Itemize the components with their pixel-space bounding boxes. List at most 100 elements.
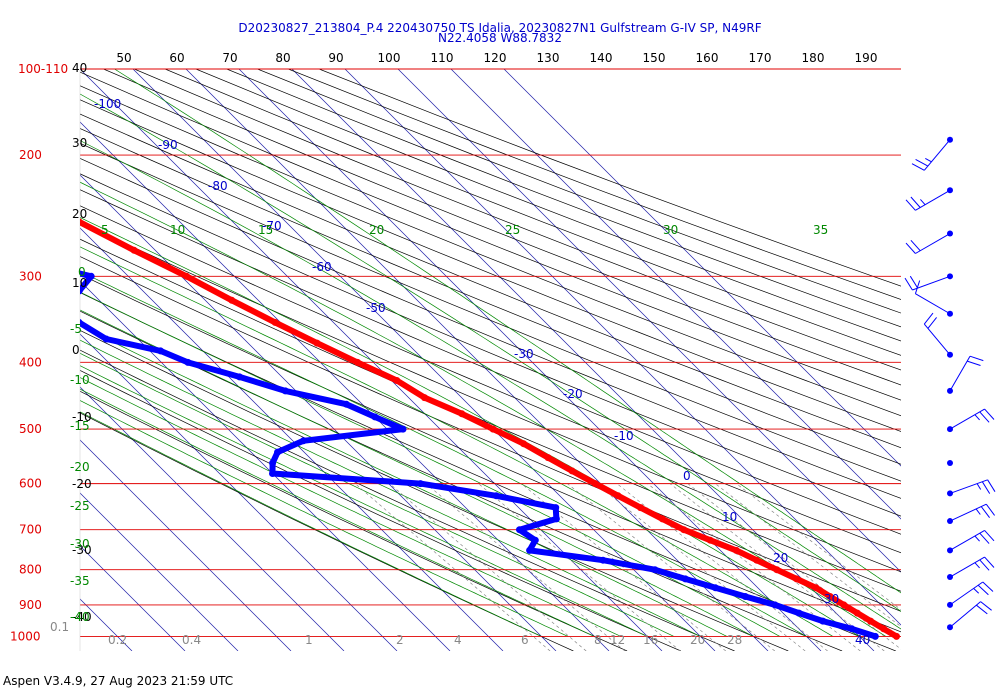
wind-barb-staff bbox=[915, 293, 951, 315]
moist-adiabat-label: -10 bbox=[70, 373, 90, 387]
moist-adiabat-label: -35 bbox=[70, 574, 90, 588]
top-axis-label: 80 bbox=[275, 51, 290, 65]
wind-barb-flag bbox=[920, 199, 926, 206]
top-axis-label: 170 bbox=[749, 51, 772, 65]
mixing-ratio-line bbox=[595, 483, 806, 651]
wind-barb bbox=[947, 459, 953, 466]
wind-barb-flag bbox=[910, 196, 921, 208]
moist-adiabat-label: 25 bbox=[505, 223, 520, 237]
isotherm-line bbox=[185, 69, 769, 651]
wind-barb bbox=[947, 503, 996, 525]
wind-barb-flag bbox=[910, 239, 921, 252]
isotherm-label: 10 bbox=[722, 510, 737, 524]
isotherm-line bbox=[80, 439, 292, 651]
mixing-ratio-label: 12 bbox=[610, 633, 625, 647]
wind-barb-staff bbox=[949, 601, 981, 628]
wind-barb-staff bbox=[949, 581, 984, 606]
wind-barb-flag bbox=[974, 535, 980, 542]
wind-barb-staff bbox=[923, 139, 951, 171]
isotherm-line bbox=[450, 69, 901, 520]
wind-barb-staff bbox=[912, 275, 951, 291]
dewpoint-point bbox=[599, 556, 607, 564]
wind-barb-flag bbox=[905, 242, 916, 254]
mixing-ratio-line bbox=[715, 483, 901, 628]
wind-barb-flag bbox=[980, 601, 992, 611]
adiabat-left-label: 0 bbox=[72, 343, 80, 357]
wind-barb bbox=[947, 355, 984, 394]
dewpoint-point bbox=[47, 301, 54, 308]
isotherm-line bbox=[238, 69, 822, 651]
dewpoint-point bbox=[741, 593, 749, 600]
dewpoint-point bbox=[848, 625, 856, 633]
top-axis-label: 100 bbox=[378, 51, 401, 65]
top-axis-label: 190 bbox=[855, 51, 878, 65]
wind-barb-staff bbox=[949, 503, 987, 522]
moist-adiabat-label: -30 bbox=[70, 537, 90, 551]
isotherm-line bbox=[80, 545, 186, 651]
dewpoint-point bbox=[771, 601, 779, 609]
wind-barb-flag bbox=[974, 562, 980, 569]
adiabat-left-label: 40 bbox=[72, 61, 87, 75]
moist-adiabat-line bbox=[80, 388, 595, 637]
dewpoint-point bbox=[651, 566, 659, 574]
moist-adiabat-label: -15 bbox=[70, 419, 90, 433]
wind-barb-flag bbox=[914, 280, 921, 294]
isotherm-label: -70 bbox=[262, 219, 282, 233]
isotherm-line bbox=[80, 492, 239, 651]
dewpoint-point bbox=[80, 319, 83, 326]
wind-barb-flag bbox=[925, 157, 932, 163]
isotherm-label: -30 bbox=[514, 347, 534, 361]
dewpoint-point bbox=[87, 272, 95, 280]
dry-adiabat-line bbox=[318, 69, 901, 287]
adiabat-left-label: 20 bbox=[72, 207, 87, 221]
wind-barb bbox=[947, 581, 994, 608]
dewpoint-point bbox=[516, 526, 523, 534]
dewpoint-point bbox=[102, 335, 110, 343]
pressure-label: 1000 bbox=[10, 629, 41, 643]
mixing-ratio-line bbox=[425, 483, 626, 651]
wind-barb bbox=[947, 479, 996, 497]
wind-barb bbox=[905, 230, 953, 254]
wind-barb-flag bbox=[987, 479, 996, 492]
dewpoint-point bbox=[795, 609, 803, 617]
wind-barb bbox=[911, 136, 953, 171]
mixing-ratio-line bbox=[687, 483, 901, 650]
wind-barb-staff bbox=[915, 233, 951, 254]
wind-barb bbox=[947, 529, 995, 554]
isotherm-label: -90 bbox=[158, 138, 178, 152]
dewpoint-point bbox=[416, 480, 424, 488]
isotherm-line bbox=[80, 227, 504, 651]
dewpoint-point bbox=[25, 258, 32, 265]
wind-barb-flag bbox=[975, 508, 981, 515]
mixing-ratio-label: 28 bbox=[727, 633, 742, 647]
moist-adiabat-line bbox=[80, 181, 887, 637]
dry-adiabat-line bbox=[80, 412, 574, 651]
wind-barb-staff bbox=[949, 556, 985, 578]
isotherm-line bbox=[80, 333, 398, 651]
top-axis-label: 150 bbox=[643, 51, 666, 65]
moist-adiabat-line bbox=[80, 411, 542, 637]
isotherm-label: -100 bbox=[94, 97, 121, 111]
wind-barb-flag bbox=[984, 556, 995, 568]
dewpoint-point bbox=[492, 492, 500, 500]
dewpoint-point bbox=[711, 584, 719, 592]
pressure-label: 800 bbox=[19, 563, 42, 577]
wind-barb-flag bbox=[969, 355, 984, 362]
dewpoint-point bbox=[281, 387, 289, 395]
wind-barb-flag bbox=[911, 163, 925, 171]
wind-barb-flag bbox=[974, 414, 980, 421]
moist-adiabat-line bbox=[80, 309, 754, 637]
wind-barb-flag bbox=[973, 588, 980, 594]
isotherm-label: 40 bbox=[855, 633, 870, 647]
moist-adiabat-label: 35 bbox=[813, 223, 828, 237]
top-axis-label: 70 bbox=[222, 51, 237, 65]
top-axis-label: 120 bbox=[484, 51, 507, 65]
wind-barb-flag bbox=[982, 581, 994, 592]
adiabat-left-label: -40 bbox=[72, 610, 92, 624]
moist-adiabat-line bbox=[80, 400, 569, 637]
mixing-ratio-line bbox=[736, 483, 901, 611]
isotherm-line bbox=[503, 69, 901, 467]
pressure-label: 400 bbox=[19, 355, 42, 369]
moist-adiabat-line bbox=[80, 339, 701, 637]
temperature-point bbox=[18, 187, 25, 194]
